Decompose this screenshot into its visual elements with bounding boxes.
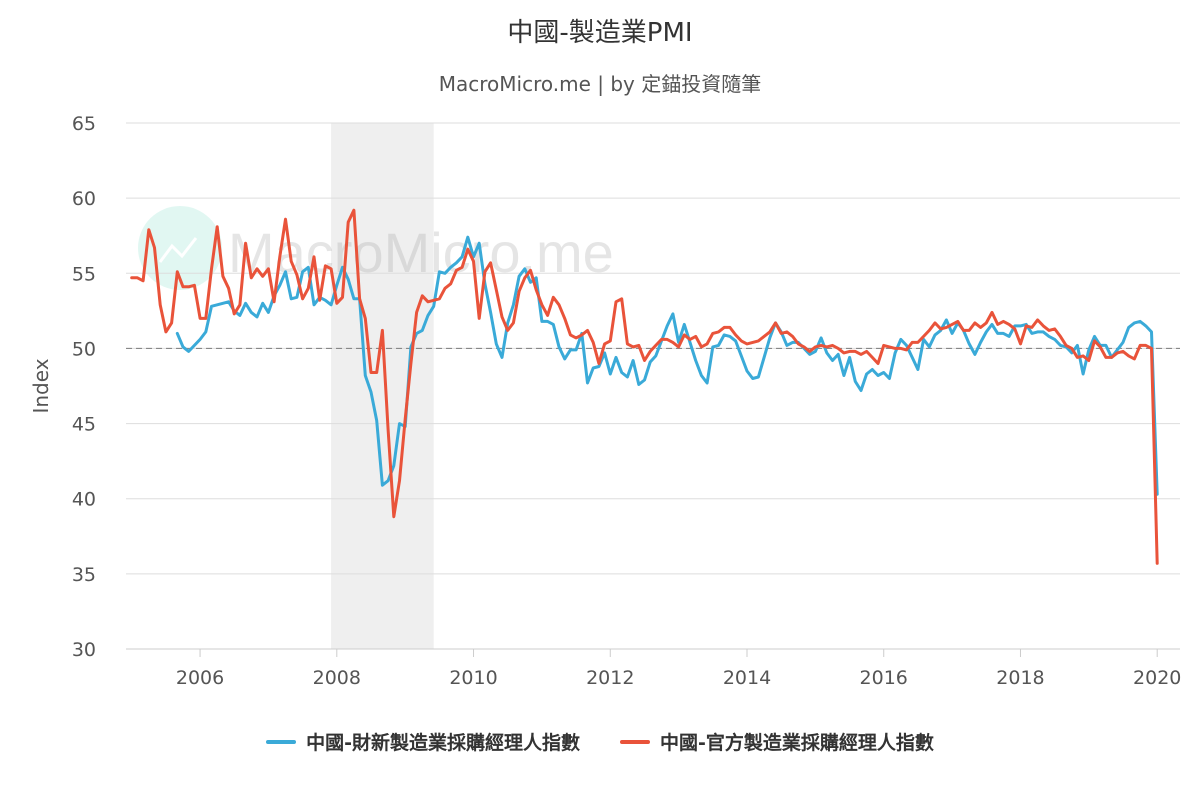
recession-bands: [331, 123, 434, 649]
x-tick-labels: 2006 2008 2010 2012 2014 2016 2018 2020: [126, 648, 1181, 689]
legend-item-official[interactable]: 中國-官方製造業採購經理人指數: [620, 728, 934, 755]
x-tick-label: 2012: [586, 667, 634, 689]
y-tick-label: 50: [72, 338, 96, 360]
y-tick-label: 40: [72, 489, 96, 511]
x-tick-label: 2006: [176, 667, 224, 689]
y-tick-labels: 30 35 40 45 50 55 60 65: [72, 113, 96, 661]
series-lines: [130, 208, 1159, 565]
y-tick-label: 35: [72, 564, 96, 586]
x-tick-label: 2010: [449, 667, 497, 689]
x-tick-label: 2018: [996, 667, 1044, 689]
y-tick-label: 55: [72, 263, 96, 285]
y-tick-label: 30: [72, 639, 96, 661]
y-tick-label: 65: [72, 113, 96, 135]
x-tick-label: 2020: [1133, 667, 1181, 689]
legend-swatch-official: [620, 739, 650, 744]
y-tick-label: 45: [72, 414, 96, 436]
grid-lines: [126, 122, 1180, 650]
chart-title: 中國-製造業PMI: [507, 18, 693, 48]
recession-band: [331, 123, 434, 649]
watermark-logo-mark: [158, 237, 198, 263]
chart-subtitle: MacroMicro.me | by 定錨投資隨筆: [438, 72, 762, 96]
y-axis-label: Index: [29, 358, 53, 413]
legend: 中國-財新製造業採購經理人指數 中國-官方製造業採購經理人指數: [0, 728, 1200, 755]
x-tick-label: 2014: [723, 667, 771, 689]
watermark-logo-icon: [138, 206, 222, 290]
x-tick-label: 2008: [313, 667, 361, 689]
x-tick-label: 2016: [860, 667, 908, 689]
legend-swatch-caixin: [266, 739, 297, 744]
legend-label-caixin: 中國-財新製造業採購經理人指數: [306, 732, 580, 754]
y-tick-label: 60: [72, 188, 96, 210]
series-line-official: [130, 208, 1159, 565]
legend-item-caixin[interactable]: 中國-財新製造業採購經理人指數: [266, 728, 580, 755]
series-line-caixin: [175, 235, 1159, 496]
legend-label-official: 中國-官方製造業採購經理人指數: [660, 732, 934, 754]
